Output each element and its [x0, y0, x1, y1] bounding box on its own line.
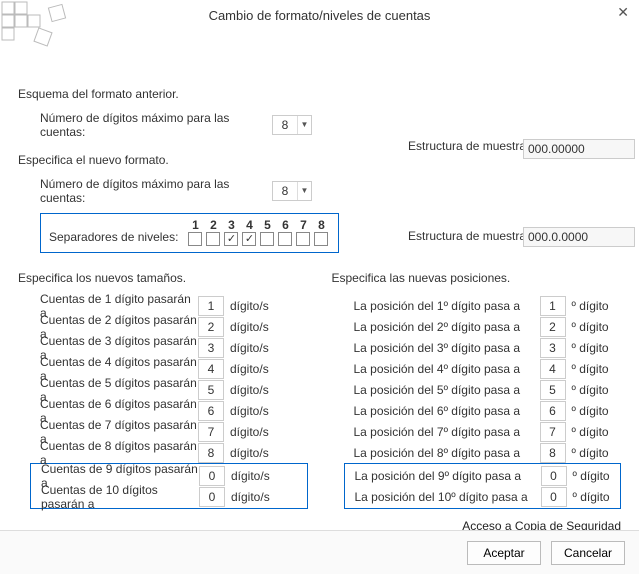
- position-row-label: La posición del 6º dígito pasa a: [354, 404, 540, 418]
- position-value-input[interactable]: 6: [540, 401, 566, 421]
- size-value-input[interactable]: 3: [198, 338, 224, 358]
- position-row-label: La posición del 1º dígito pasa a: [354, 299, 540, 313]
- unit-label: º dígito: [572, 341, 609, 355]
- unit-label: º dígito: [573, 469, 610, 483]
- unit-label: dígito/s: [230, 425, 269, 439]
- position-row-label: La posición del 3º dígito pasa a: [354, 341, 540, 355]
- position-value-input[interactable]: 4: [540, 359, 566, 379]
- unit-label: dígito/s: [230, 404, 269, 418]
- sep-col-num: 2: [204, 218, 222, 232]
- unit-label: º dígito: [572, 383, 609, 397]
- size-value-input[interactable]: 1: [198, 296, 224, 316]
- position-row-label: La posición del 9º dígito pasa a: [355, 469, 541, 483]
- position-row-label: La posición del 8º dígito pasa a: [354, 446, 540, 460]
- size-value-input[interactable]: 4: [198, 359, 224, 379]
- prev-format-heading: Esquema del formato anterior.: [18, 87, 621, 101]
- sep-col-num: 4: [240, 218, 258, 232]
- prev-sample-value: 000.00000: [523, 139, 635, 159]
- size-value-input[interactable]: 0: [199, 487, 225, 507]
- sizes-heading: Especifica los nuevos tamaños.: [18, 271, 308, 285]
- new-max-digits-value: 8: [273, 182, 297, 200]
- size-value-input[interactable]: 2: [198, 317, 224, 337]
- prev-max-digits-value: 8: [273, 116, 297, 134]
- close-button[interactable]: ✕: [617, 4, 629, 21]
- size-value-input[interactable]: 6: [198, 401, 224, 421]
- position-value-input[interactable]: 3: [540, 338, 566, 358]
- position-value-input[interactable]: 8: [540, 443, 566, 463]
- dialog-footer: Aceptar Cancelar: [0, 530, 639, 574]
- sep-col-num: 3: [222, 218, 240, 232]
- position-row-label: La posición del 4º dígito pasa a: [354, 362, 540, 376]
- unit-label: º dígito: [572, 299, 609, 313]
- sep-col-num: 6: [276, 218, 294, 232]
- size-value-input[interactable]: 0: [199, 466, 225, 486]
- position-row-label: La posición del 10º dígito pasa a: [355, 490, 541, 504]
- positions-heading: Especifica las nuevas posiciones.: [332, 271, 622, 285]
- position-value-input[interactable]: 1: [540, 296, 566, 316]
- unit-label: º dígito: [572, 362, 609, 376]
- sep-checkbox-2[interactable]: [206, 232, 220, 246]
- sep-checkbox-5[interactable]: [260, 232, 274, 246]
- position-value-input[interactable]: 0: [541, 466, 567, 486]
- chevron-down-icon: ▼: [297, 116, 311, 134]
- unit-label: dígito/s: [230, 383, 269, 397]
- sep-col-num: 1: [186, 218, 204, 232]
- chevron-down-icon[interactable]: ▼: [297, 182, 311, 200]
- position-value-input[interactable]: 7: [540, 422, 566, 442]
- new-max-digits-dropdown[interactable]: 8 ▼: [272, 181, 312, 201]
- sizes-extra-frame: Cuentas de 9 dígitos pasarán a0dígito/sC…: [30, 463, 308, 509]
- positions-extra-frame: La posición del 9º dígito pasa a0 º dígit…: [344, 463, 622, 509]
- unit-label: dígito/s: [231, 469, 270, 483]
- unit-label: º dígito: [572, 446, 609, 460]
- new-sample-value: 000.0.0000: [523, 227, 635, 247]
- level-separators-label: Separadores de niveles:: [49, 230, 178, 246]
- prev-sample-label: Estructura de muestra:: [408, 139, 529, 153]
- sep-col-num: 7: [294, 218, 312, 232]
- unit-label: dígito/s: [230, 320, 269, 334]
- new-max-digits-label: Número de dígitos máximo para las cuenta…: [40, 177, 272, 205]
- size-row-label: Cuentas de 10 dígitos pasarán a: [41, 483, 199, 511]
- position-value-input[interactable]: 5: [540, 380, 566, 400]
- unit-label: º dígito: [573, 490, 610, 504]
- unit-label: dígito/s: [230, 362, 269, 376]
- level-separators-group: Separadores de niveles: 12345678 ✓ ✓: [40, 213, 339, 253]
- ok-button[interactable]: Aceptar: [467, 541, 541, 565]
- dialog-title: Cambio de formato/niveles de cuentas: [209, 8, 431, 23]
- unit-label: dígito/s: [231, 490, 270, 504]
- position-row-label: La posición del 7º dígito pasa a: [354, 425, 540, 439]
- sep-checkbox-3[interactable]: ✓: [224, 232, 238, 246]
- prev-max-digits-label: Número de dígitos máximo para las cuenta…: [40, 111, 272, 139]
- unit-label: º dígito: [572, 320, 609, 334]
- cancel-button[interactable]: Cancelar: [551, 541, 625, 565]
- new-sample-label: Estructura de muestra:: [408, 229, 529, 243]
- unit-label: dígito/s: [230, 341, 269, 355]
- unit-label: º dígito: [572, 425, 609, 439]
- prev-max-digits-dropdown: 8 ▼: [272, 115, 312, 135]
- sep-checkbox-7[interactable]: [296, 232, 310, 246]
- unit-label: dígito/s: [230, 299, 269, 313]
- sep-checkbox-8[interactable]: [314, 232, 328, 246]
- position-row-label: La posición del 2º dígito pasa a: [354, 320, 540, 334]
- sep-checkbox-4[interactable]: ✓: [242, 232, 256, 246]
- position-row-label: La posición del 5º dígito pasa a: [354, 383, 540, 397]
- sep-checkbox-1[interactable]: [188, 232, 202, 246]
- unit-label: dígito/s: [230, 446, 269, 460]
- size-value-input[interactable]: 7: [198, 422, 224, 442]
- sep-col-num: 8: [312, 218, 330, 232]
- size-value-input[interactable]: 5: [198, 380, 224, 400]
- size-value-input[interactable]: 8: [198, 443, 224, 463]
- position-value-input[interactable]: 2: [540, 317, 566, 337]
- position-value-input[interactable]: 0: [541, 487, 567, 507]
- unit-label: º dígito: [572, 404, 609, 418]
- sep-col-num: 5: [258, 218, 276, 232]
- sep-checkbox-6[interactable]: [278, 232, 292, 246]
